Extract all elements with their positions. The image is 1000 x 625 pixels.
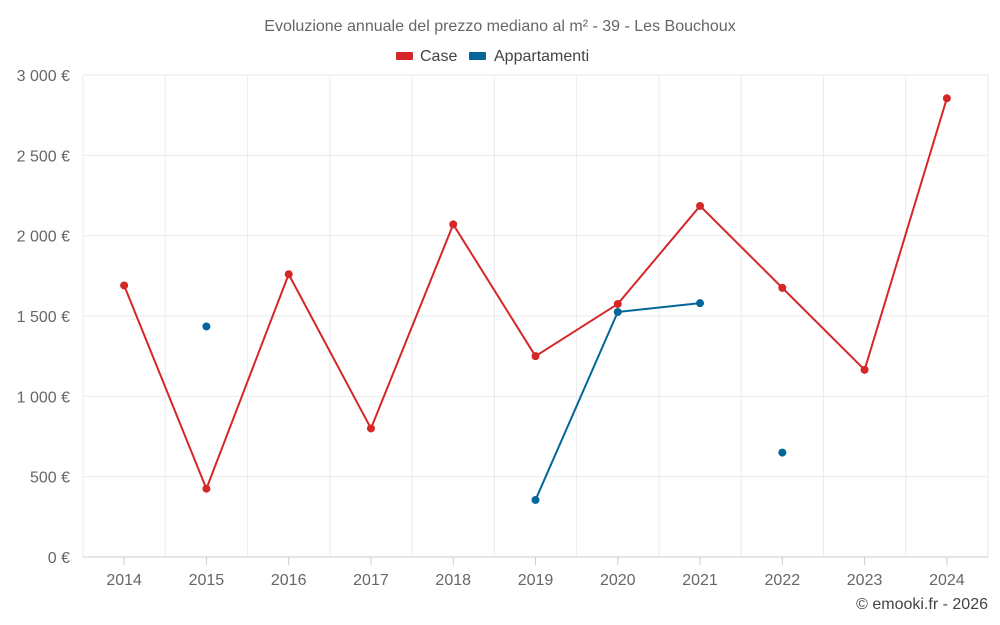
series-case [120,94,951,493]
y-tick-label: 1 500 € [17,309,70,326]
y-tick-label: 2 000 € [17,229,70,246]
x-tick-label: 2014 [106,572,142,589]
y-tick-label: 0 € [48,550,70,567]
chart-title: Evoluzione annuale del prezzo mediano al… [264,18,735,35]
x-tick-label: 2021 [682,572,718,589]
point-case-2014[interactable] [120,281,129,290]
y-tick-label: 3 000 € [17,68,70,85]
legend-label-appartamenti[interactable]: Appartamenti [494,48,589,65]
x-tick-label: 2020 [600,572,636,589]
legend-swatch-appartamenti [469,52,486,60]
point-case-2021[interactable] [696,201,705,210]
point-case-2016[interactable] [284,270,293,279]
point-appartamenti-2021[interactable] [696,299,705,308]
x-tick-label: 2018 [435,572,471,589]
series-appartamenti [202,299,787,504]
point-appartamenti-2022[interactable] [778,448,787,457]
point-appartamenti-2015[interactable] [202,322,211,331]
legend-label-case[interactable]: Case [420,48,457,65]
x-tick-label: 2017 [353,572,389,589]
legend-swatch-case [396,52,413,60]
x-tick-label: 2015 [189,572,225,589]
x-tick-label: 2023 [847,572,883,589]
point-case-2017[interactable] [366,424,375,433]
y-tick-label: 2 500 € [17,148,70,165]
y-tick-label: 500 € [30,470,70,487]
y-tick-label: 1 000 € [17,389,70,406]
grid [82,74,989,557]
series [120,94,951,504]
point-case-2022[interactable] [778,283,787,292]
point-appartamenti-2019[interactable] [531,495,540,504]
x-tick-label: 2024 [929,572,965,589]
point-appartamenti-2020[interactable] [613,307,622,316]
x-tick-label: 2016 [271,572,307,589]
point-case-2015[interactable] [202,484,211,493]
point-case-2024[interactable] [942,94,951,103]
chart-credit: © emooki.fr - 2026 [856,596,988,613]
point-case-2020[interactable] [613,299,622,308]
x-tick-label: 2019 [518,572,554,589]
series-line-appartamenti [534,302,701,501]
point-case-2023[interactable] [860,365,869,374]
axes: 0 € 500 € 1 000 € 1 500 € 2 000 € 2 500 € 3 00… [17,68,988,589]
x-tick-label: 2022 [765,572,801,589]
legend: Case Appartamenti [396,48,589,65]
point-case-2018[interactable] [449,220,458,229]
point-case-2019[interactable] [531,352,540,361]
